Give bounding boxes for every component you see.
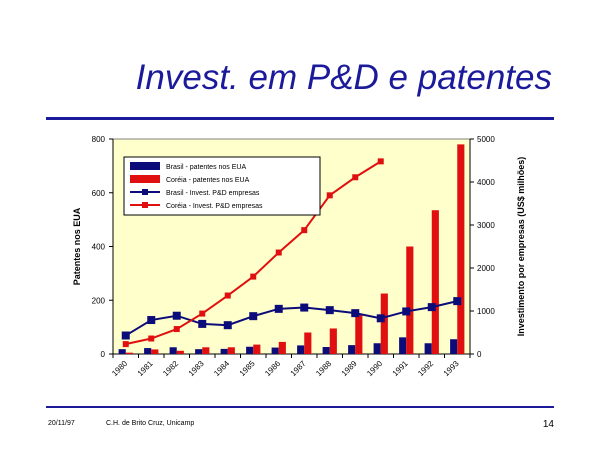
bar-brasil-patentes	[118, 349, 126, 354]
point-brasil-investimento	[325, 306, 334, 315]
y-tick-label-left: 200	[92, 296, 106, 305]
legend-entry: Brasil - patentes nos EUA	[166, 164, 246, 171]
y-tick-label-right: 0	[477, 350, 482, 359]
point-brasil-investimento	[402, 307, 411, 316]
point-brasil-investimento	[198, 319, 207, 328]
x-tick-label: 1982	[161, 359, 180, 378]
x-tick-label: 1986	[263, 359, 282, 378]
point-brasil-investimento	[223, 321, 232, 330]
point-brasil-investimento	[249, 312, 258, 321]
bar-brasil-patentes	[399, 337, 407, 354]
y-tick-label-left: 800	[92, 135, 106, 144]
point-brasil-investimento	[376, 314, 385, 323]
bar-coreia-patentes	[431, 210, 439, 354]
x-tick-label: 1983	[187, 359, 206, 378]
y-tick-label-right: 4000	[477, 178, 495, 187]
bar-coreia-patentes	[329, 328, 337, 354]
bar-coreia-patentes	[176, 350, 184, 354]
bar-brasil-patentes	[322, 347, 330, 354]
bar-brasil-patentes	[424, 343, 432, 354]
legend-entry: Coréia - Invest. P&D empresas	[166, 203, 263, 210]
legend-entry: Coréia - patentes nos EUA	[166, 177, 250, 184]
point-coreia-investimento	[148, 335, 155, 342]
bar-coreia-patentes	[278, 341, 286, 354]
bar-brasil-patentes	[348, 345, 356, 354]
point-brasil-investimento	[172, 311, 181, 320]
x-tick-label: 1984	[212, 359, 231, 378]
point-coreia-investimento	[301, 227, 308, 234]
x-tick-label: 1992	[416, 359, 435, 378]
legend-swatch	[130, 162, 160, 170]
x-tick-label: 1990	[365, 359, 384, 378]
bar-brasil-patentes	[246, 346, 254, 354]
x-tick-label: 1988	[314, 359, 333, 378]
bar-coreia-patentes	[151, 349, 159, 354]
bar-coreia-patentes	[457, 144, 465, 354]
page-title: Invest. em P&D e patentes	[135, 58, 552, 97]
point-coreia-investimento	[377, 158, 384, 165]
bar-coreia-patentes	[202, 347, 210, 354]
bar-coreia-patentes	[380, 293, 388, 354]
line-brasil-investimento	[125, 300, 458, 337]
y-tick-label-right: 1000	[477, 307, 495, 316]
legend-marker	[142, 202, 148, 208]
legend-marker	[142, 189, 148, 195]
x-tick-label: 1989	[340, 359, 359, 378]
point-coreia-investimento	[173, 326, 180, 333]
bar-brasil-patentes	[169, 347, 177, 354]
bar-brasil-patentes	[297, 345, 305, 354]
point-coreia-investimento	[275, 249, 282, 256]
bar-coreia-patentes	[227, 347, 235, 354]
y-axis-title-right: Investimento por empresas (US$ milhões)	[516, 157, 526, 337]
bar-coreia-patentes	[125, 352, 133, 354]
x-tick-label: 1985	[238, 359, 257, 378]
x-tick-label: 1993	[442, 359, 461, 378]
bar-coreia-patentes	[355, 313, 363, 354]
page-number: 14	[542, 419, 554, 430]
bar-brasil-patentes	[220, 348, 228, 354]
x-tick-label: 1980	[110, 359, 129, 378]
footer-author: C.H. de Brito Cruz, Unicamp	[106, 420, 195, 427]
point-brasil-investimento	[121, 331, 130, 340]
point-brasil-investimento	[427, 303, 436, 312]
point-brasil-investimento	[274, 304, 283, 313]
legend-swatch	[130, 175, 160, 183]
footer-date: 20/11/97	[48, 420, 75, 427]
bar-brasil-patentes	[195, 349, 203, 354]
point-brasil-investimento	[351, 309, 360, 318]
y-tick-label-right: 2000	[477, 264, 495, 273]
y-tick-label-left: 0	[101, 350, 106, 359]
x-tick-label: 1991	[391, 359, 410, 378]
title-divider	[46, 117, 554, 120]
y-axis-title-left: Patentes nos EUA	[72, 207, 82, 285]
bar-brasil-patentes	[144, 348, 152, 354]
bar-coreia-patentes	[253, 344, 261, 354]
bar-coreia-patentes	[304, 332, 312, 354]
legend-entry: Brasil - Invest. P&D empresas	[166, 190, 260, 197]
bar-coreia-patentes	[406, 246, 414, 354]
point-coreia-investimento	[352, 174, 359, 181]
bar-brasil-patentes	[373, 343, 381, 354]
point-coreia-investimento	[122, 341, 129, 348]
point-coreia-investimento	[224, 292, 231, 299]
footer-divider	[46, 406, 554, 408]
point-brasil-investimento	[300, 303, 309, 312]
point-brasil-investimento	[453, 297, 462, 306]
y-tick-label-right: 3000	[477, 221, 495, 230]
point-coreia-investimento	[326, 192, 333, 199]
y-tick-label-left: 600	[92, 189, 106, 198]
x-tick-label: 1987	[289, 359, 308, 378]
point-brasil-investimento	[147, 316, 156, 325]
bar-brasil-patentes	[271, 347, 279, 354]
y-tick-label-right: 5000	[477, 135, 495, 144]
bar-brasil-patentes	[450, 339, 458, 354]
point-coreia-investimento	[199, 310, 206, 317]
y-tick-label-left: 400	[92, 243, 106, 252]
x-tick-label: 1981	[136, 359, 155, 378]
point-coreia-investimento	[250, 273, 257, 280]
